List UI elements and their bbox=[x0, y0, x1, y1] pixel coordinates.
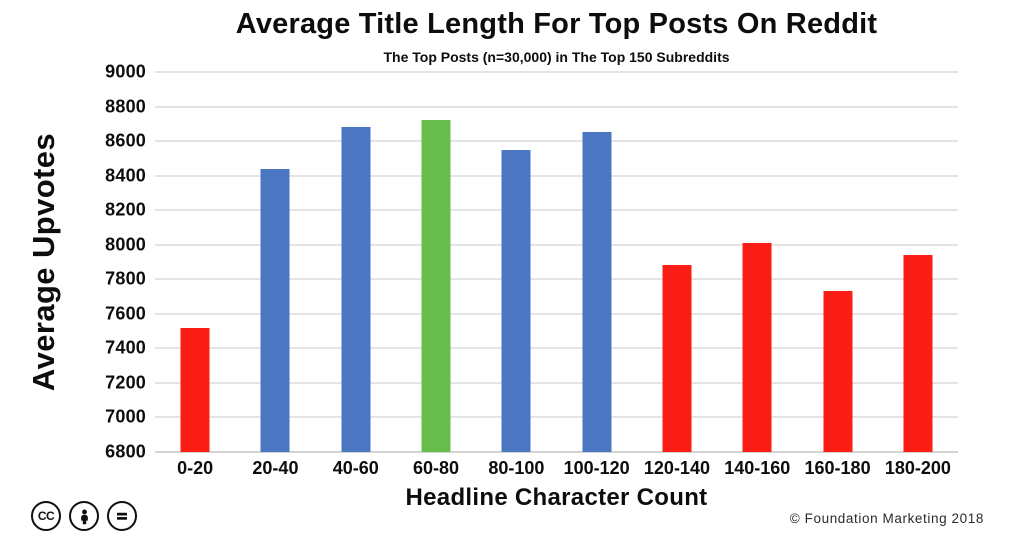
equals-icon bbox=[107, 501, 137, 531]
bars bbox=[155, 72, 958, 452]
bar-120-140 bbox=[662, 265, 692, 452]
x-tick-label: 120-140 bbox=[643, 458, 710, 478]
bar-slot bbox=[797, 72, 877, 452]
gridline bbox=[155, 71, 958, 73]
y-tick-label: 8000 bbox=[105, 234, 146, 255]
gridline bbox=[155, 105, 958, 108]
y-axis-ticks: 6800 7000 7200 7400 7600 7800 8000 8200 8400 8600… bbox=[0, 62, 146, 462]
bar-40-60 bbox=[341, 127, 371, 452]
y-tick-label: 7000 bbox=[105, 406, 146, 427]
bar-slot bbox=[476, 72, 556, 452]
bar-slot bbox=[316, 72, 396, 452]
bar-slot bbox=[878, 72, 958, 452]
bar-slot bbox=[556, 72, 636, 452]
x-tick-label: 60-80 bbox=[413, 458, 460, 478]
bar-100-120 bbox=[582, 132, 612, 452]
x-tick-label: 20-40 bbox=[252, 458, 299, 478]
gridline bbox=[155, 451, 958, 453]
bar-20-40 bbox=[260, 168, 290, 452]
bar-slot bbox=[637, 72, 717, 452]
x-tick-label: 80-100 bbox=[488, 458, 545, 478]
y-tick-label: 8400 bbox=[105, 165, 146, 186]
cc-license-badges: CC bbox=[31, 501, 137, 531]
y-tick-label: 8200 bbox=[105, 199, 146, 220]
cc-icon: CC bbox=[31, 501, 61, 531]
bar-0-20 bbox=[180, 327, 210, 452]
x-axis-title: Headline Character Count bbox=[405, 484, 708, 511]
y-tick-label: 9000 bbox=[105, 61, 146, 82]
y-tick-label: 7400 bbox=[105, 337, 146, 358]
gridline bbox=[155, 140, 958, 143]
y-tick-label: 8800 bbox=[105, 96, 146, 117]
bar-slot bbox=[717, 72, 797, 452]
bar-80-100 bbox=[501, 149, 531, 452]
bar-140-160 bbox=[742, 243, 772, 452]
gridline bbox=[155, 381, 958, 384]
y-tick-label: 6800 bbox=[105, 441, 146, 462]
x-tick-label: 140-160 bbox=[724, 458, 791, 478]
gridline bbox=[155, 278, 958, 281]
bar-180-200 bbox=[903, 255, 933, 452]
gridline bbox=[155, 174, 958, 177]
y-tick-label: 7600 bbox=[105, 303, 146, 324]
bar-slot bbox=[235, 72, 315, 452]
x-tick-label: 0-20 bbox=[177, 458, 214, 478]
y-tick-label: 8600 bbox=[105, 130, 146, 151]
bar-slot bbox=[155, 72, 235, 452]
gridline bbox=[155, 312, 958, 315]
chart-title: Average Title Length For Top Posts On Re… bbox=[235, 8, 878, 40]
x-tick-label: 160-180 bbox=[804, 458, 871, 478]
y-tick-label: 7800 bbox=[105, 268, 146, 289]
attribution-person-icon bbox=[69, 501, 99, 531]
bar-160-180 bbox=[823, 291, 853, 452]
gridline bbox=[155, 243, 958, 246]
gridlines bbox=[155, 71, 958, 453]
bar-slot bbox=[396, 72, 476, 452]
x-tick-label: 40-60 bbox=[332, 458, 379, 478]
bar-60-80 bbox=[421, 120, 451, 452]
x-axis-labels: 0-20 20-40 40-60 60-80 80-100 100-120 120-140 1… bbox=[155, 458, 958, 480]
gridline bbox=[155, 347, 958, 350]
copyright-credit: © Foundation Marketing 2018 bbox=[789, 511, 984, 526]
plot-area bbox=[155, 71, 958, 453]
x-tick-label: 100-120 bbox=[563, 458, 630, 478]
gridline bbox=[155, 209, 958, 212]
y-tick-label: 7200 bbox=[105, 372, 146, 393]
gridline bbox=[155, 416, 958, 419]
chart-subtitle: The Top Posts (n=30,000) in The Top 150 … bbox=[383, 49, 730, 65]
x-tick-label: 180-200 bbox=[884, 458, 951, 478]
